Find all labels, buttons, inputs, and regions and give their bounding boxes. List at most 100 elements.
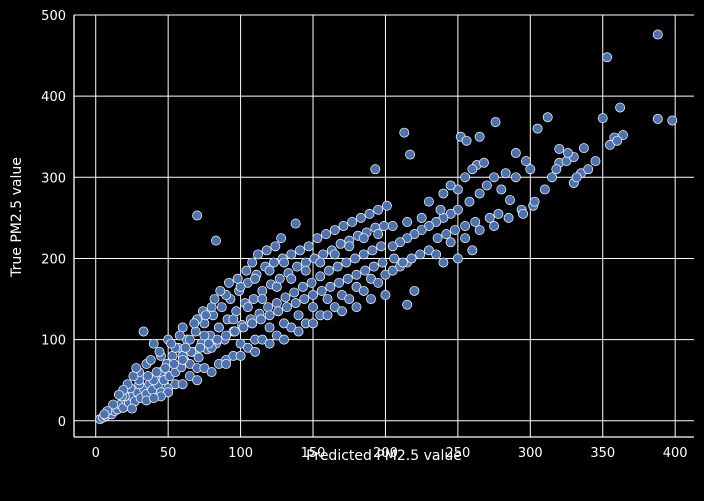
data-point: [211, 235, 221, 246]
data-point: [126, 403, 137, 414]
data-point: [484, 212, 495, 223]
data-point: [474, 188, 485, 199]
data-point: [184, 334, 195, 345]
data-point: [264, 338, 275, 349]
data-point: [667, 115, 678, 126]
data-point: [445, 237, 456, 248]
data-point: [355, 212, 366, 223]
data-point: [192, 210, 203, 221]
data-point: [387, 241, 398, 252]
y-tick-label: 100: [41, 334, 66, 349]
data-point: [358, 249, 369, 260]
y-tick-label: 400: [41, 90, 66, 105]
data-point: [293, 310, 304, 321]
data-point: [416, 212, 427, 223]
data-point: [358, 233, 369, 244]
data-point: [503, 212, 514, 223]
data-point: [264, 322, 275, 333]
data-point: [250, 346, 261, 357]
x-axis-title: Predicted PM2.5 value: [306, 448, 462, 464]
data-point: [496, 184, 507, 195]
data-point: [461, 135, 472, 146]
data-point: [338, 221, 349, 231]
data-point: [467, 245, 478, 256]
data-point: [368, 261, 379, 272]
data-point: [306, 277, 317, 288]
data-point: [329, 249, 340, 260]
data-point: [215, 285, 226, 296]
data-point: [397, 257, 408, 268]
data-point: [209, 294, 220, 304]
data-point: [350, 253, 360, 264]
data-point: [247, 257, 258, 268]
data-point: [190, 326, 201, 337]
data-point: [192, 375, 203, 386]
data-point: [247, 318, 258, 329]
data-point: [505, 195, 515, 205]
data-point: [470, 216, 481, 227]
data-point: [590, 156, 601, 167]
y-tick-label: 500: [41, 9, 66, 24]
data-point: [300, 265, 311, 276]
data-point: [460, 172, 471, 183]
data-point: [450, 225, 460, 236]
data-point: [510, 148, 521, 158]
data-point: [351, 269, 362, 280]
data-point: [255, 314, 266, 325]
data-point: [351, 302, 362, 313]
data-point: [280, 292, 291, 303]
data-point: [303, 241, 314, 252]
data-point: [542, 112, 553, 123]
data-point: [460, 221, 471, 231]
data-point: [316, 285, 327, 296]
data-point: [615, 102, 626, 113]
data-point: [312, 233, 323, 244]
data-point: [358, 285, 369, 296]
data-point: [377, 257, 388, 268]
data-point: [373, 229, 384, 240]
x-tick-label: 50: [160, 446, 177, 461]
data-point: [324, 265, 334, 276]
data-point: [108, 399, 119, 410]
data-point: [199, 330, 210, 341]
data-point: [521, 156, 531, 167]
data-point: [481, 180, 492, 191]
data-point: [387, 221, 398, 231]
data-point: [402, 216, 413, 227]
data-point: [216, 302, 227, 313]
data-point: [597, 113, 608, 124]
data-point: [389, 253, 400, 264]
data-point: [228, 314, 239, 325]
data-point: [438, 188, 449, 199]
y-axis-title: True PM2.5 value: [9, 157, 25, 278]
data-point: [286, 273, 297, 284]
data-point: [290, 298, 301, 309]
x-tick-label: 350: [590, 446, 615, 461]
data-point: [295, 245, 305, 256]
data-point: [405, 149, 416, 160]
data-point: [145, 354, 156, 365]
x-tick-label: 100: [228, 446, 253, 461]
x-tick-label: 400: [663, 446, 688, 461]
data-point: [212, 334, 223, 345]
x-tick-label: 150: [301, 446, 326, 461]
data-point: [432, 233, 443, 244]
data-point: [253, 249, 263, 260]
data-point: [290, 218, 301, 229]
data-point: [264, 310, 275, 321]
data-point: [387, 265, 398, 276]
data-point: [652, 29, 663, 40]
data-point: [131, 363, 142, 373]
data-point: [250, 273, 261, 284]
data-point: [151, 367, 162, 378]
data-point: [261, 245, 272, 256]
data-point: [297, 281, 308, 292]
data-point: [415, 249, 426, 260]
data-point: [399, 127, 410, 138]
data-point: [525, 164, 536, 175]
data-point: [99, 409, 110, 420]
data-point: [489, 221, 500, 231]
data-point: [138, 326, 149, 337]
data-point: [602, 52, 613, 63]
data-point: [452, 253, 463, 264]
